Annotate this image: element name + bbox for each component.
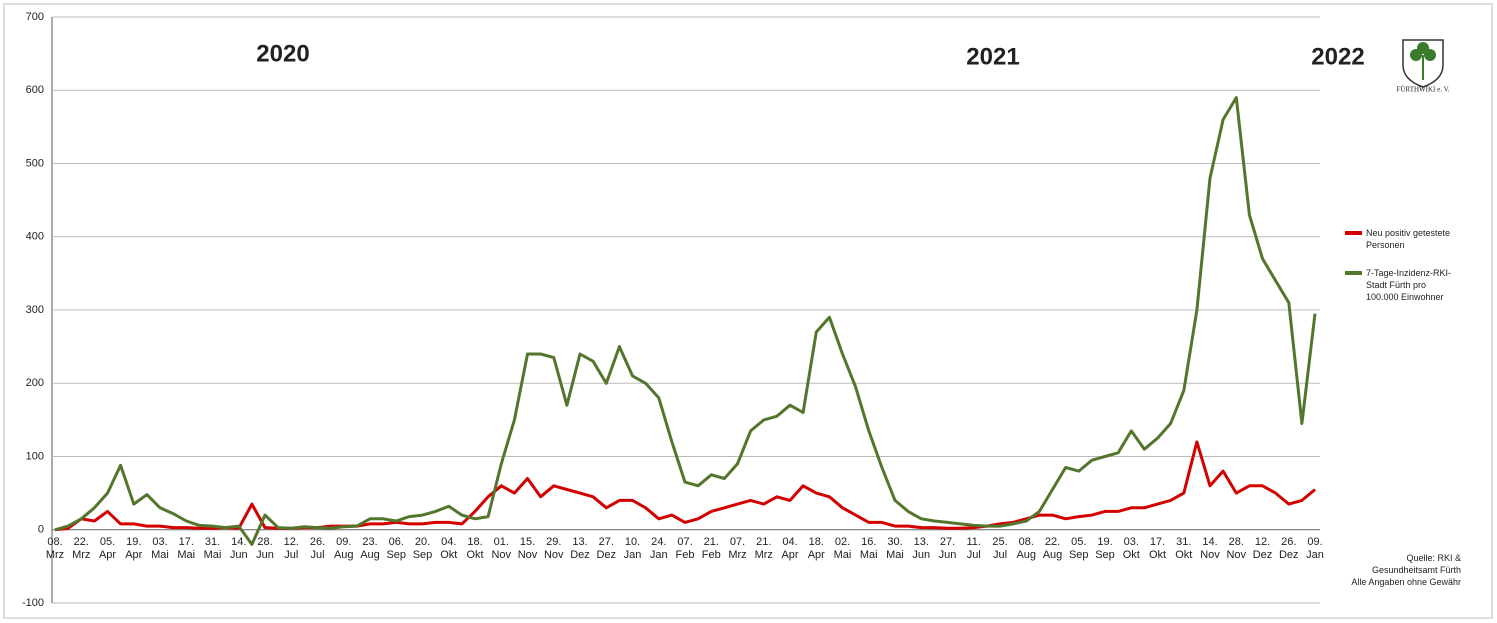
y-tick-label: 200 [26, 377, 44, 389]
series-line [54, 440, 1316, 532]
y-tick-label: 700 [26, 11, 44, 23]
x-tick-label: 07. Feb [675, 536, 695, 561]
x-tick-label: 29. Nov [543, 536, 564, 561]
x-tick-label: 09. Aug [333, 536, 354, 561]
x-tick-label: 18. Okt [466, 536, 484, 561]
y-tick-label: 600 [26, 84, 44, 96]
y-tick-label: 0 [38, 524, 44, 536]
source-line: Alle Angaben ohne Gewähr [1351, 577, 1461, 587]
x-tick-label: 09. Jan [1306, 536, 1324, 561]
chart-border [3, 3, 1493, 619]
x-tick-label: 21. Feb [701, 536, 721, 561]
x-tick-label: 20. Sep [412, 536, 433, 561]
x-tick-label: 08. Aug [1016, 536, 1037, 561]
x-tick-label: 19. Apr [125, 536, 143, 561]
x-tick-label: 21. Mrz [754, 536, 773, 561]
year-label: 2020 [256, 40, 309, 67]
y-tick-label: 300 [26, 304, 44, 316]
logo-text: FÜRTHWIKI e. V. [1397, 86, 1450, 94]
legend-label: 7-Tage-Inzidenz-RKI-Stadt Fürth pro 100.… [1366, 268, 1452, 302]
y-tick-label: -100 [22, 597, 44, 609]
logo: FÜRTHWIKI e. V. [1397, 39, 1450, 94]
x-tick-label: 14. Jun [229, 536, 248, 561]
x-tick-label: 12. Jul [283, 536, 299, 561]
x-tick-label: 03. Mai [151, 536, 169, 561]
x-tick-label: 27. Jun [938, 536, 957, 561]
x-tick-label: 19. Sep [1095, 536, 1115, 561]
x-tick-label: 06. Sep [386, 536, 407, 561]
x-tick-label: 10. Jan [623, 536, 642, 561]
x-tick-label: 13. Dez [570, 536, 590, 561]
x-tick-label: 16. Mai [859, 536, 878, 561]
x-tick-label: 24. Jan [649, 536, 668, 561]
logo-leaf [1417, 42, 1429, 54]
x-tick-label: 27. Dez [596, 536, 617, 561]
x-tick-label: 04. Apr [781, 536, 799, 561]
x-tick-label: 22. Mrz [72, 536, 91, 561]
x-tick-label: 02. Mai [833, 536, 852, 561]
source-line: Quelle: RKI & [1406, 553, 1461, 563]
x-tick-label: 31. Okt [1175, 536, 1193, 561]
x-tick-label: 28. Nov [1226, 536, 1247, 561]
x-tick-label: 11. Jul [966, 536, 981, 561]
source-line: Gesundheitsamt Fürth [1371, 565, 1461, 575]
x-tick-label: 30. Mai [886, 536, 904, 561]
x-tick-label: 07. Mrz [728, 536, 747, 561]
x-tick-label: 05. Sep [1068, 536, 1089, 561]
year-label: 2021 [966, 43, 1019, 70]
x-tick-label: 18. Apr [807, 536, 825, 561]
x-tick-label: 05. Apr [98, 536, 117, 561]
x-tick-label: 08. Mrz [45, 536, 65, 561]
y-tick-label: 100 [26, 450, 44, 462]
x-tick-label: 14. Nov [1200, 536, 1220, 561]
x-tick-label: 26. Dez [1278, 536, 1299, 561]
x-tick-label: 01. Nov [491, 536, 512, 561]
x-tick-label: 22. Aug [1042, 536, 1063, 561]
x-tick-label: 03. Okt [1122, 536, 1140, 561]
year-label: 2022 [1311, 43, 1364, 70]
x-tick-label: 31. Mai [203, 536, 222, 561]
x-tick-label: 26. Jul [309, 536, 326, 561]
series-line [54, 96, 1317, 546]
x-tick-label: 15. Nov [517, 536, 538, 561]
x-tick-label: 23. Aug [360, 536, 380, 561]
x-tick-label: 25. Jul [992, 536, 1008, 561]
y-tick-label: 400 [26, 231, 44, 243]
y-tick-label: 500 [26, 157, 44, 169]
x-tick-label: 28. Jun [256, 536, 274, 561]
x-tick-label: 13. Jun [912, 536, 931, 561]
x-tick-label: 17. Okt [1148, 536, 1167, 561]
x-tick-label: 04. Okt [440, 536, 458, 561]
x-tick-label: 12. Dez [1252, 536, 1273, 561]
legend-label: Neu positiv getestete Personen [1366, 228, 1451, 250]
x-tick-label: 17. Mai [177, 536, 196, 561]
